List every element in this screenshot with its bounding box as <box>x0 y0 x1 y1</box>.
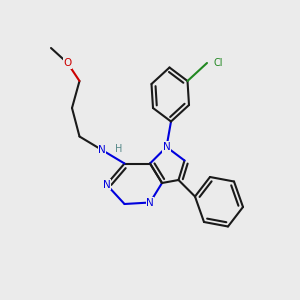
Text: N: N <box>98 145 106 155</box>
Text: N: N <box>146 197 154 208</box>
Text: O: O <box>63 58 72 68</box>
Text: N: N <box>103 179 110 190</box>
Text: H: H <box>115 143 122 154</box>
Text: N: N <box>163 142 170 152</box>
Text: Cl: Cl <box>213 58 223 68</box>
